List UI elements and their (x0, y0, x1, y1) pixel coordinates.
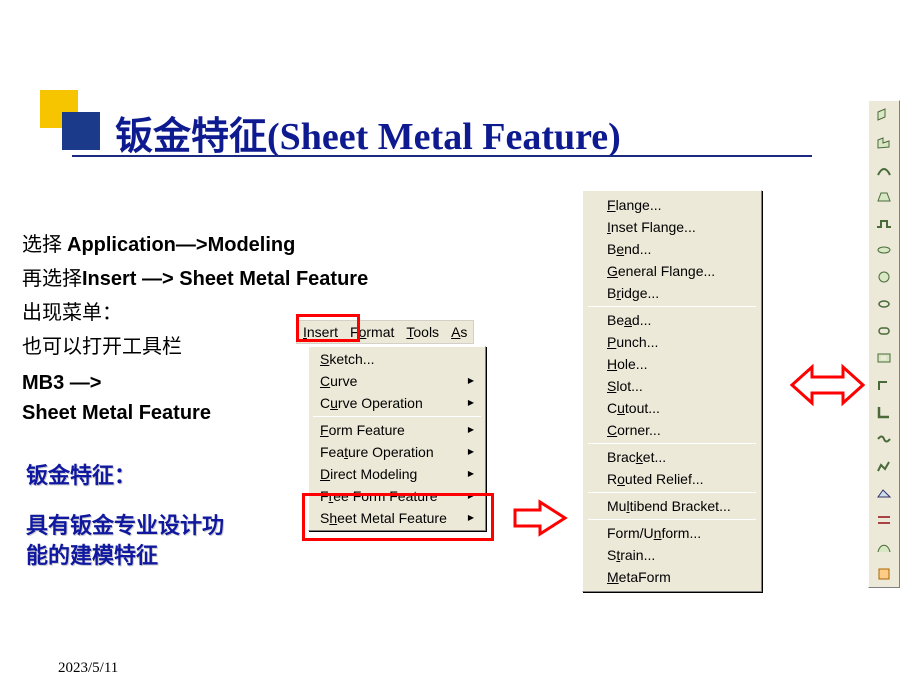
menu-sep1 (313, 416, 481, 417)
menu-direct-modeling[interactable]: Direct Modeling (310, 463, 484, 485)
tb-cutout-icon[interactable] (869, 344, 899, 371)
sm-multibend[interactable]: Multibend Bracket... (585, 495, 759, 517)
sm-hole[interactable]: Hole... (585, 353, 759, 375)
tb-general-flange-icon[interactable] (869, 182, 899, 209)
insert-menu: Sketch... Curve Curve Operation Form Fea… (308, 346, 486, 531)
sm-sep2 (588, 443, 756, 444)
menu-feature-operation[interactable]: Feature Operation (310, 441, 484, 463)
line1a: 选择 (22, 234, 67, 256)
sm-bridge[interactable]: Bridge... (585, 282, 759, 304)
sheetmetal-toolbar (868, 100, 900, 588)
tb-form-unform-icon[interactable] (869, 479, 899, 506)
menu-sheet-metal-feature[interactable]: Sheet Metal Feature (310, 507, 484, 529)
menu-curve-operation[interactable]: Curve Operation (310, 392, 484, 414)
tb-slot-icon[interactable] (869, 317, 899, 344)
sm-general-flange[interactable]: General Flange... (585, 260, 759, 282)
tb-flange-icon[interactable] (869, 101, 899, 128)
sm-sep1 (588, 306, 756, 307)
sm-punch[interactable]: Punch... (585, 331, 759, 353)
tb-bead-icon[interactable] (869, 236, 899, 263)
menu-curve[interactable]: Curve (310, 370, 484, 392)
title-logo (40, 90, 100, 150)
tb-punch-icon[interactable] (869, 263, 899, 290)
sheetmetal-submenu: Flange... Inset Flange... Bend... Genera… (582, 190, 762, 592)
sm-metaform[interactable]: MetaForm (585, 566, 759, 588)
tb-hole-icon[interactable] (869, 290, 899, 317)
sm-inset-flange[interactable]: Inset Flange... (585, 216, 759, 238)
sm-corner[interactable]: Corner... (585, 419, 759, 441)
sm-routed-relief[interactable]: Routed Relief... (585, 468, 759, 490)
sm-sep3 (588, 492, 756, 493)
feat-desc1: 具有钣金专业设计功 (26, 508, 224, 540)
menubar: Insert Format Tools As (296, 320, 474, 344)
menubar-as[interactable]: As (451, 324, 467, 340)
menubar-tools[interactable]: Tools (406, 324, 439, 340)
menu-sketch[interactable]: Sketch... (310, 348, 484, 370)
footer-date: 2023/5/11 (58, 660, 118, 677)
tb-routed-relief-icon[interactable] (869, 425, 899, 452)
menubar-insert[interactable]: Insert (303, 324, 338, 340)
sm-strain[interactable]: Strain... (585, 544, 759, 566)
double-arrow-icon (790, 360, 865, 415)
title-underline (72, 155, 812, 157)
tb-multibend-icon[interactable] (869, 452, 899, 479)
arrow-icon-1 (510, 498, 570, 538)
sm-form-unform[interactable]: Form/Unform... (585, 522, 759, 544)
sm-flange[interactable]: Flange... (585, 194, 759, 216)
tb-metaform-icon[interactable] (869, 533, 899, 560)
page-title: 钣金特征(Sheet Metal Feature) (115, 105, 621, 160)
sm-slot[interactable]: Slot... (585, 375, 759, 397)
sm-bend[interactable]: Bend... (585, 238, 759, 260)
menu-free-form[interactable]: Free Form Feature (310, 485, 484, 507)
menu-form-feature[interactable]: Form Feature (310, 419, 484, 441)
feat-heading: 钣金特征： (26, 458, 136, 490)
line2b: Insert —> Sheet Metal Feature (82, 268, 368, 290)
tb-strain-icon[interactable] (869, 506, 899, 533)
menubar-format[interactable]: Format (350, 324, 394, 340)
tb-bracket-icon[interactable] (869, 398, 899, 425)
tb-extra-icon[interactable] (869, 560, 899, 587)
sm-bead[interactable]: Bead... (585, 309, 759, 331)
line6: Sheet Metal Feature (22, 402, 211, 425)
tb-inset-flange-icon[interactable] (869, 128, 899, 155)
line1b: Application—>Modeling (67, 234, 295, 256)
line2a: 再选择 (22, 268, 82, 290)
sm-cutout[interactable]: Cutout... (585, 397, 759, 419)
sm-bracket[interactable]: Bracket... (585, 446, 759, 468)
tb-bend-icon[interactable] (869, 155, 899, 182)
sm-sep4 (588, 519, 756, 520)
tb-corner-icon[interactable] (869, 371, 899, 398)
line5: MB3 —> (22, 372, 101, 395)
tb-bridge-icon[interactable] (869, 209, 899, 236)
feat-desc2: 能的建模特征 (26, 538, 158, 570)
logo-icon (40, 90, 100, 150)
